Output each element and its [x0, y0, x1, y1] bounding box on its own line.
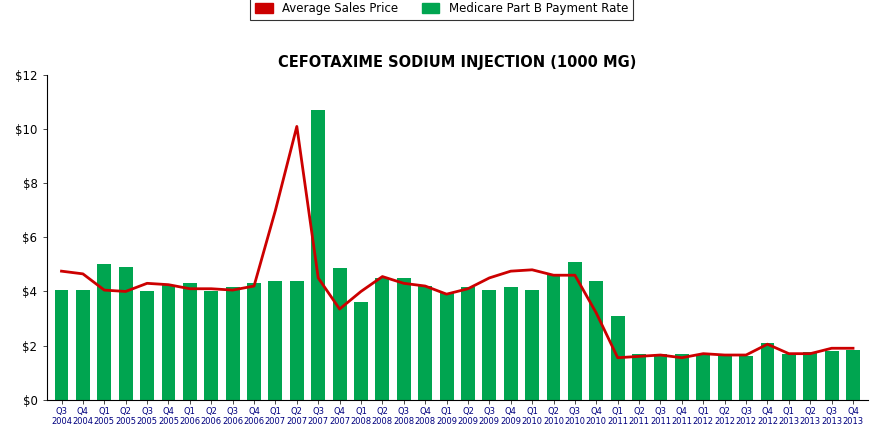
- Bar: [162, 285, 176, 400]
- Bar: [760, 343, 774, 400]
- Bar: [268, 280, 283, 400]
- Bar: [290, 280, 304, 400]
- Bar: [247, 283, 261, 400]
- Bar: [589, 280, 603, 400]
- Bar: [739, 356, 753, 400]
- Bar: [140, 292, 154, 400]
- Bar: [632, 354, 646, 400]
- Bar: [440, 293, 454, 400]
- Bar: [653, 354, 668, 400]
- Bar: [461, 288, 475, 400]
- Bar: [97, 265, 111, 400]
- Bar: [204, 292, 218, 400]
- Bar: [568, 262, 582, 400]
- Bar: [76, 290, 90, 400]
- Bar: [312, 110, 325, 400]
- Bar: [482, 290, 496, 400]
- Bar: [396, 278, 411, 400]
- Bar: [525, 290, 540, 400]
- Bar: [547, 274, 561, 400]
- Bar: [354, 302, 368, 400]
- Bar: [419, 286, 432, 400]
- Bar: [846, 350, 860, 400]
- Title: CEFOTAXIME SODIUM INJECTION (1000 MG): CEFOTAXIME SODIUM INJECTION (1000 MG): [278, 55, 637, 70]
- Bar: [718, 355, 732, 400]
- Bar: [118, 267, 132, 400]
- Bar: [611, 316, 624, 400]
- Bar: [183, 283, 197, 400]
- Bar: [781, 354, 796, 400]
- Bar: [375, 278, 389, 400]
- Legend: Average Sales Price, Medicare Part B Payment Rate: Average Sales Price, Medicare Part B Pay…: [250, 0, 633, 19]
- Bar: [55, 290, 69, 400]
- Bar: [825, 351, 839, 400]
- Bar: [504, 288, 517, 400]
- Bar: [675, 354, 689, 400]
- Bar: [226, 288, 239, 400]
- Bar: [333, 269, 346, 400]
- Bar: [697, 355, 710, 400]
- Bar: [804, 352, 817, 400]
